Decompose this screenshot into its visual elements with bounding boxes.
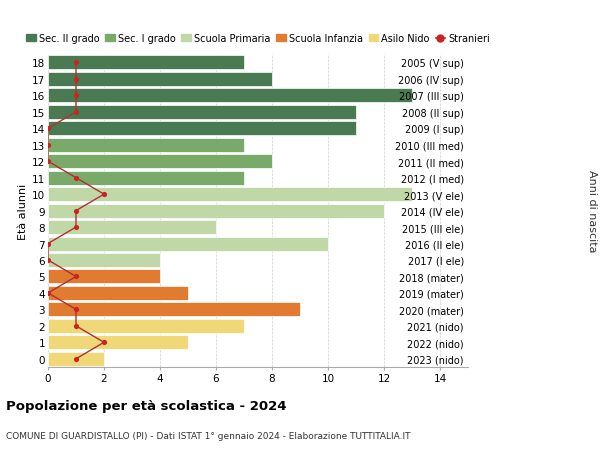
Text: Popolazione per età scolastica - 2024: Popolazione per età scolastica - 2024 bbox=[6, 399, 287, 412]
Bar bbox=[48, 286, 188, 300]
Bar bbox=[48, 221, 216, 235]
Point bbox=[71, 306, 81, 313]
Bar bbox=[48, 139, 244, 152]
Point bbox=[99, 339, 109, 346]
Point bbox=[43, 257, 53, 264]
Bar bbox=[48, 122, 356, 136]
Bar bbox=[48, 89, 412, 103]
Bar bbox=[48, 237, 328, 251]
Bar bbox=[48, 253, 160, 268]
Bar bbox=[48, 155, 272, 169]
Point bbox=[43, 142, 53, 149]
Legend: Sec. II grado, Sec. I grado, Scuola Primaria, Scuola Infanzia, Asilo Nido, Stran: Sec. II grado, Sec. I grado, Scuola Prim… bbox=[26, 34, 490, 44]
Bar bbox=[48, 188, 412, 202]
Point bbox=[43, 125, 53, 133]
Point bbox=[71, 174, 81, 182]
Y-axis label: Età alunni: Età alunni bbox=[18, 183, 28, 239]
Bar bbox=[48, 352, 104, 366]
Bar bbox=[48, 171, 244, 185]
Point bbox=[71, 273, 81, 280]
Bar bbox=[48, 319, 244, 333]
Point bbox=[71, 207, 81, 215]
Point bbox=[71, 60, 81, 67]
Bar bbox=[48, 270, 160, 284]
Bar bbox=[48, 336, 188, 350]
Point bbox=[71, 109, 81, 116]
Point bbox=[71, 92, 81, 100]
Bar bbox=[48, 303, 300, 317]
Point bbox=[43, 158, 53, 166]
Text: COMUNE DI GUARDISTALLO (PI) - Dati ISTAT 1° gennaio 2024 - Elaborazione TUTTITAL: COMUNE DI GUARDISTALLO (PI) - Dati ISTAT… bbox=[6, 431, 410, 441]
Bar bbox=[48, 204, 384, 218]
Point bbox=[43, 290, 53, 297]
Bar bbox=[48, 73, 272, 87]
Point bbox=[71, 224, 81, 231]
Bar bbox=[48, 106, 356, 119]
Point bbox=[71, 323, 81, 330]
Text: Anni di nascita: Anni di nascita bbox=[587, 170, 597, 252]
Point bbox=[99, 191, 109, 198]
Bar bbox=[48, 56, 244, 70]
Point bbox=[43, 241, 53, 248]
Point bbox=[71, 355, 81, 363]
Point bbox=[71, 76, 81, 84]
